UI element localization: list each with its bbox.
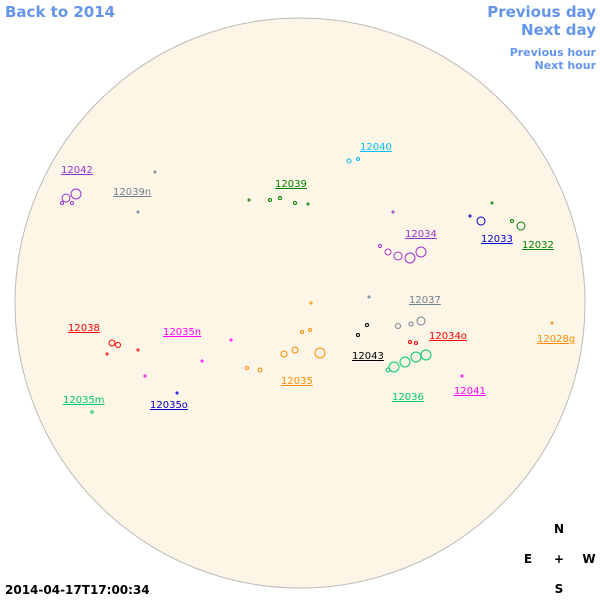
compass-west: W (582, 552, 595, 566)
sunspot (105, 352, 109, 356)
sunspot (460, 374, 464, 378)
sunspot (391, 210, 395, 214)
sunspot (308, 328, 312, 332)
region-label[interactable]: 12039 (275, 179, 307, 190)
next-hour-link[interactable]: Next hour (535, 59, 597, 72)
region-label[interactable]: 12043 (352, 351, 384, 362)
sunspot (309, 301, 313, 305)
region-label[interactable]: 12034o (429, 331, 467, 342)
sunspot (306, 202, 310, 206)
sunspot (365, 323, 369, 327)
region-label[interactable]: 12032 (522, 240, 554, 251)
compass-north: N (554, 522, 564, 536)
sunspot (268, 198, 272, 202)
next-day-link[interactable]: Next day (521, 21, 596, 39)
sunspot (399, 356, 411, 368)
sunspot (115, 342, 121, 348)
sunspot (490, 201, 494, 205)
sunspot (293, 201, 297, 205)
sunspot (300, 330, 304, 334)
sunspot (385, 367, 391, 373)
sunspot (356, 333, 360, 337)
sunspot (245, 366, 249, 370)
sunspot (90, 410, 94, 414)
sunspot (404, 252, 416, 264)
timestamp: 2014-04-17T17:00:34 (5, 583, 150, 597)
region-label[interactable]: 12036 (392, 392, 424, 403)
sunspot (415, 246, 427, 258)
sunspot (280, 350, 288, 358)
sunspot (291, 346, 299, 354)
sunspot (468, 214, 472, 218)
sunspot (414, 341, 418, 345)
sunspot (367, 295, 371, 299)
region-label[interactable]: 12037 (409, 295, 441, 306)
sunspot (550, 321, 554, 325)
sunspot (356, 157, 360, 161)
region-label[interactable]: 12033 (481, 234, 513, 245)
back-link[interactable]: Back to 2014 (5, 3, 115, 21)
sunspot (136, 210, 140, 214)
sunspot (395, 323, 401, 329)
sunspot (70, 201, 74, 205)
sunspot (108, 339, 116, 347)
region-label[interactable]: 12028g (537, 334, 575, 345)
sunspot (408, 321, 414, 327)
sunspot (175, 391, 179, 395)
sunspot (510, 219, 514, 223)
sunspot (143, 374, 147, 378)
sunspot (416, 316, 426, 326)
region-label[interactable]: 12035 (281, 376, 313, 387)
compass-center: + (554, 552, 564, 566)
compass-south: S (555, 582, 564, 596)
sunspot (257, 367, 263, 373)
compass-east: E (524, 552, 532, 566)
sunspot (61, 193, 71, 203)
region-label[interactable]: 12035n (163, 327, 201, 338)
previous-day-link[interactable]: Previous day (487, 3, 596, 21)
region-label[interactable]: 12040 (360, 142, 392, 153)
region-label[interactable]: 12041 (454, 386, 486, 397)
region-label[interactable]: 12042 (61, 165, 93, 176)
sunspot (476, 216, 486, 226)
sunspot (420, 349, 432, 361)
sunspot (384, 248, 392, 256)
previous-hour-link[interactable]: Previous hour (510, 46, 597, 59)
region-label[interactable]: 12035m (63, 395, 105, 406)
sunspot (393, 251, 403, 261)
solar-disk (14, 17, 586, 589)
sunspot (278, 196, 282, 200)
sunspot (229, 338, 233, 342)
sunspot (200, 359, 204, 363)
sunspot (60, 201, 64, 205)
sunspot (70, 188, 82, 200)
region-label[interactable]: 12035o (150, 400, 188, 411)
sunspot (153, 170, 157, 174)
sunspot (378, 244, 382, 248)
sunspot (516, 221, 526, 231)
region-label[interactable]: 12034 (405, 229, 437, 240)
sunspot (314, 347, 326, 359)
region-label[interactable]: 12038 (68, 323, 100, 334)
region-label[interactable]: 12039n (113, 187, 151, 198)
sunspot (408, 340, 412, 344)
sunspot (247, 198, 251, 202)
sunspot (388, 361, 400, 373)
sunspot (136, 348, 140, 352)
sunspot (346, 158, 352, 164)
